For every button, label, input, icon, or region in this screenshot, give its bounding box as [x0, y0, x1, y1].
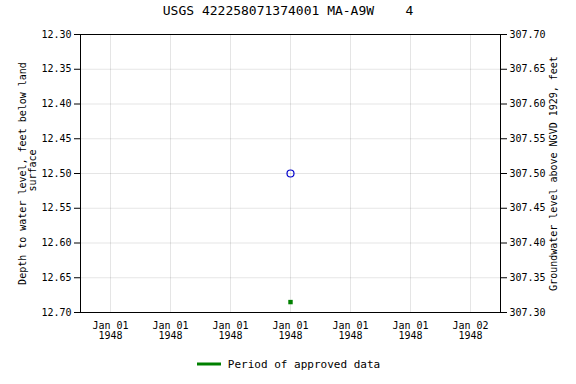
- svg-text:12.30: 12.30: [41, 29, 71, 40]
- svg-text:307.35: 307.35: [510, 272, 546, 283]
- svg-text:Groundwater level above NGVD 1: Groundwater level above NGVD 1929, feet: [548, 56, 559, 291]
- svg-text:307.30: 307.30: [510, 307, 546, 318]
- svg-text:12.55: 12.55: [41, 202, 71, 213]
- svg-text:307.70: 307.70: [510, 29, 546, 40]
- svg-text:307.50: 307.50: [510, 168, 546, 179]
- svg-text:Jan 011948: Jan 011948: [152, 320, 188, 341]
- svg-text:Jan 011948: Jan 011948: [212, 320, 248, 341]
- svg-text:307.45: 307.45: [510, 202, 546, 213]
- svg-text:12.40: 12.40: [41, 98, 71, 109]
- svg-text:307.40: 307.40: [510, 237, 546, 248]
- svg-text:Depth to water level, feet bel: Depth to water level, feet below land su…: [17, 62, 38, 285]
- svg-text:Jan 011948: Jan 011948: [332, 320, 368, 341]
- svg-text:12.45: 12.45: [41, 133, 71, 144]
- svg-text:307.60: 307.60: [510, 98, 546, 109]
- svg-text:12.35: 12.35: [41, 63, 71, 74]
- svg-text:12.65: 12.65: [41, 272, 71, 283]
- svg-text:12.50: 12.50: [41, 168, 71, 179]
- svg-text:307.55: 307.55: [510, 133, 546, 144]
- svg-text:Jan 011948: Jan 011948: [392, 320, 428, 341]
- html-text:Period of approved data: Period of approved data: [227, 357, 381, 371]
- svg-text:Jan 021948: Jan 021948: [452, 320, 488, 341]
- svg-text:Jan 011948: Jan 011948: [272, 320, 308, 341]
- svg-text:12.70: 12.70: [41, 307, 71, 318]
- html-text:USGS 422258071374001 MA-A9W 4: USGS 422258071374001 MA-A9W 4: [162, 3, 414, 18]
- svg-text:12.60: 12.60: [41, 237, 71, 248]
- svg-text:Jan 011948: Jan 011948: [92, 320, 128, 341]
- svg-text:307.65: 307.65: [510, 63, 546, 74]
